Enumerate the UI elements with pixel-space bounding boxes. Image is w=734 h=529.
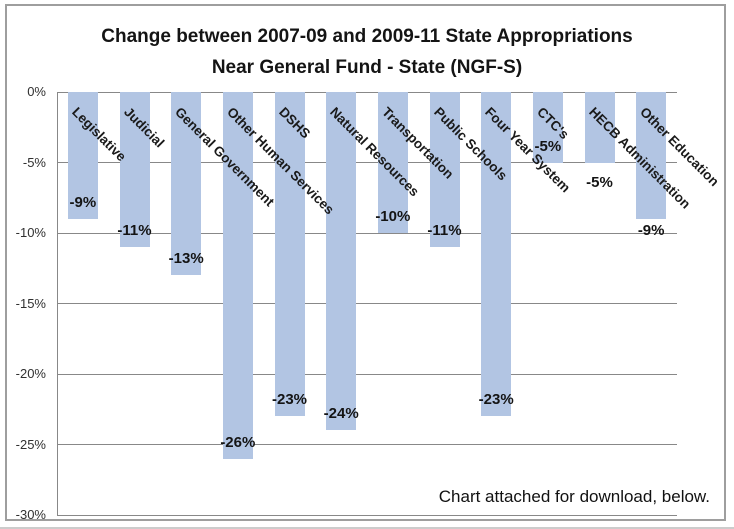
bar	[481, 92, 512, 417]
bar	[274, 92, 305, 417]
bar	[171, 92, 202, 276]
value-label: -23%	[271, 391, 308, 409]
value-label: -11%	[117, 222, 152, 240]
value-label: -5%	[534, 137, 562, 155]
value-label: -26%	[220, 433, 256, 451]
value-label: -5%	[586, 173, 613, 191]
y-tick-label: -15%	[15, 295, 46, 311]
value-label: -9%	[637, 221, 665, 239]
bar	[429, 92, 460, 248]
bar	[532, 92, 563, 163]
value-label: -10%	[375, 208, 411, 225]
bar	[119, 92, 150, 248]
gridline	[57, 514, 677, 516]
bar	[67, 92, 98, 219]
chart-title-line2: Near General Fund - State (NGF-S)	[211, 57, 523, 78]
gridline	[57, 303, 677, 304]
gridline	[57, 162, 677, 163]
chart-title: Change between 2007-09 and 2009-11 State…	[0, 21, 734, 83]
bar	[584, 92, 615, 163]
bar	[636, 92, 667, 219]
bar	[377, 92, 408, 233]
y-axis-line	[57, 92, 58, 515]
gridline	[57, 444, 677, 445]
y-tick-label: -5%	[22, 154, 46, 170]
value-label: -13%	[168, 250, 204, 268]
chart-frame	[5, 4, 726, 521]
note-text: Chart attached for download, below.	[438, 487, 710, 506]
y-tick-label: 0%	[27, 84, 46, 99]
value-label: -24%	[323, 405, 359, 423]
gridline	[57, 91, 677, 93]
y-tick-label: -20%	[15, 366, 46, 381]
y-tick-label: -25%	[15, 436, 46, 452]
bar	[222, 92, 253, 459]
gridline	[57, 373, 677, 375]
y-tick-label: -30%	[15, 507, 46, 522]
gridline	[57, 232, 677, 234]
value-label: -11%	[427, 222, 462, 240]
bar	[326, 92, 357, 431]
bottom-edge-divider	[0, 527, 734, 529]
value-label: -9%	[69, 193, 97, 211]
chart-title-line1: Change between 2007-09 and 2009-11 State…	[101, 26, 633, 47]
value-label: -23%	[478, 391, 514, 409]
y-tick-label: -10%	[15, 225, 46, 240]
